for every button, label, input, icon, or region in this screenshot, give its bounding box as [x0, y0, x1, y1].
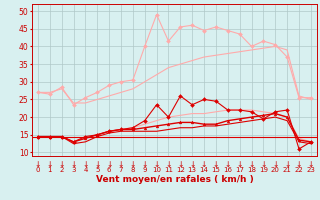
Text: ↓: ↓: [201, 160, 207, 169]
Text: ↓: ↓: [82, 160, 89, 169]
Text: ↓: ↓: [70, 160, 77, 169]
Text: ↓: ↓: [141, 160, 148, 169]
Text: ↓: ↓: [153, 160, 160, 169]
Text: ↓: ↓: [213, 160, 219, 169]
Text: ↓: ↓: [177, 160, 184, 169]
Text: ↓: ↓: [35, 160, 41, 169]
Text: ↓: ↓: [189, 160, 196, 169]
Text: ↓: ↓: [94, 160, 100, 169]
X-axis label: Vent moyen/en rafales ( km/h ): Vent moyen/en rafales ( km/h ): [96, 174, 253, 184]
Text: ↓: ↓: [260, 160, 267, 169]
Text: ↓: ↓: [308, 160, 314, 169]
Text: ↓: ↓: [118, 160, 124, 169]
Text: ↓: ↓: [106, 160, 112, 169]
Text: ↓: ↓: [59, 160, 65, 169]
Text: ↓: ↓: [165, 160, 172, 169]
Text: ↓: ↓: [272, 160, 278, 169]
Text: ↓: ↓: [130, 160, 136, 169]
Text: ↓: ↓: [236, 160, 243, 169]
Text: ↓: ↓: [284, 160, 290, 169]
Text: ↓: ↓: [296, 160, 302, 169]
Text: ↓: ↓: [248, 160, 255, 169]
Text: ↓: ↓: [47, 160, 53, 169]
Text: ↓: ↓: [225, 160, 231, 169]
